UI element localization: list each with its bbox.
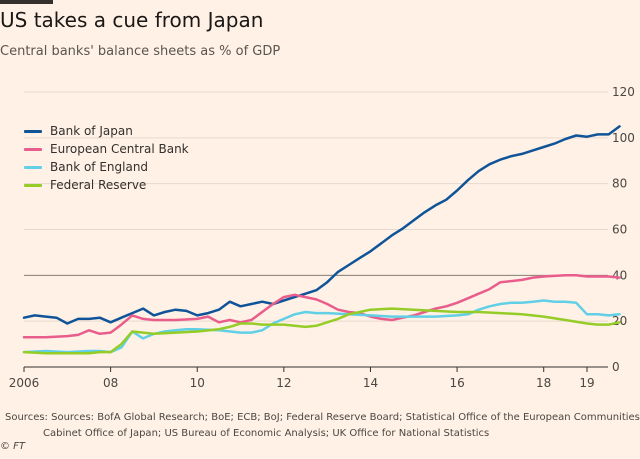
y-tick-label: 120 [612, 85, 635, 99]
y-tick-label: 0 [612, 360, 620, 374]
series-line-european-central-bank [22, 274, 621, 339]
y-tick-label: 80 [612, 177, 627, 191]
chart-legend: Bank of Japan European Central Bank Bank o… [24, 122, 189, 194]
legend-item: Federal Reserve [24, 176, 189, 194]
legend-label: Bank of England [50, 160, 149, 174]
legend-label: European Central Bank [50, 142, 189, 156]
sources-line: Sources: Sources: BofA Global Research; … [5, 412, 640, 423]
legend-label: Federal Reserve [50, 178, 147, 192]
x-tick-label: 19 [579, 376, 594, 390]
legend-item: Bank of England [24, 158, 189, 176]
y-tick-label: 40 [612, 268, 627, 282]
legend-swatch [24, 147, 42, 151]
legend-swatch [24, 165, 42, 169]
x-tick-label: 08 [103, 376, 118, 390]
chart-subtitle: Central banks' balance sheets as % of GD… [0, 44, 281, 59]
x-tick-label: 18 [536, 376, 551, 390]
legend-label: Bank of Japan [50, 124, 133, 138]
x-tick-label: 12 [276, 376, 291, 390]
y-tick-label: 100 [612, 131, 635, 145]
x-tick-label: 10 [190, 376, 205, 390]
header-rule [0, 0, 53, 4]
y-tick-label: 60 [612, 223, 627, 237]
legend-item: Bank of Japan [24, 122, 189, 140]
legend-swatch [24, 129, 42, 133]
sources-note: Sources: Sources: BofA Global Research; … [5, 410, 640, 442]
chart-title: US takes a cue from Japan [0, 8, 264, 32]
series-line-bank-of-england [22, 299, 621, 354]
sources-line: Cabinet Office of Japan; US Bureau of Ec… [43, 428, 490, 439]
series-line-federal-reserve [22, 307, 621, 355]
legend-item: European Central Bank [24, 140, 189, 158]
series-line-bank-of-japan [22, 125, 621, 325]
x-tick-label: 14 [363, 376, 378, 390]
x-tick-label: 2006 [9, 376, 40, 390]
ft-credit: © FT [0, 441, 26, 452]
legend-swatch [24, 183, 42, 187]
x-tick-label: 16 [449, 376, 464, 390]
